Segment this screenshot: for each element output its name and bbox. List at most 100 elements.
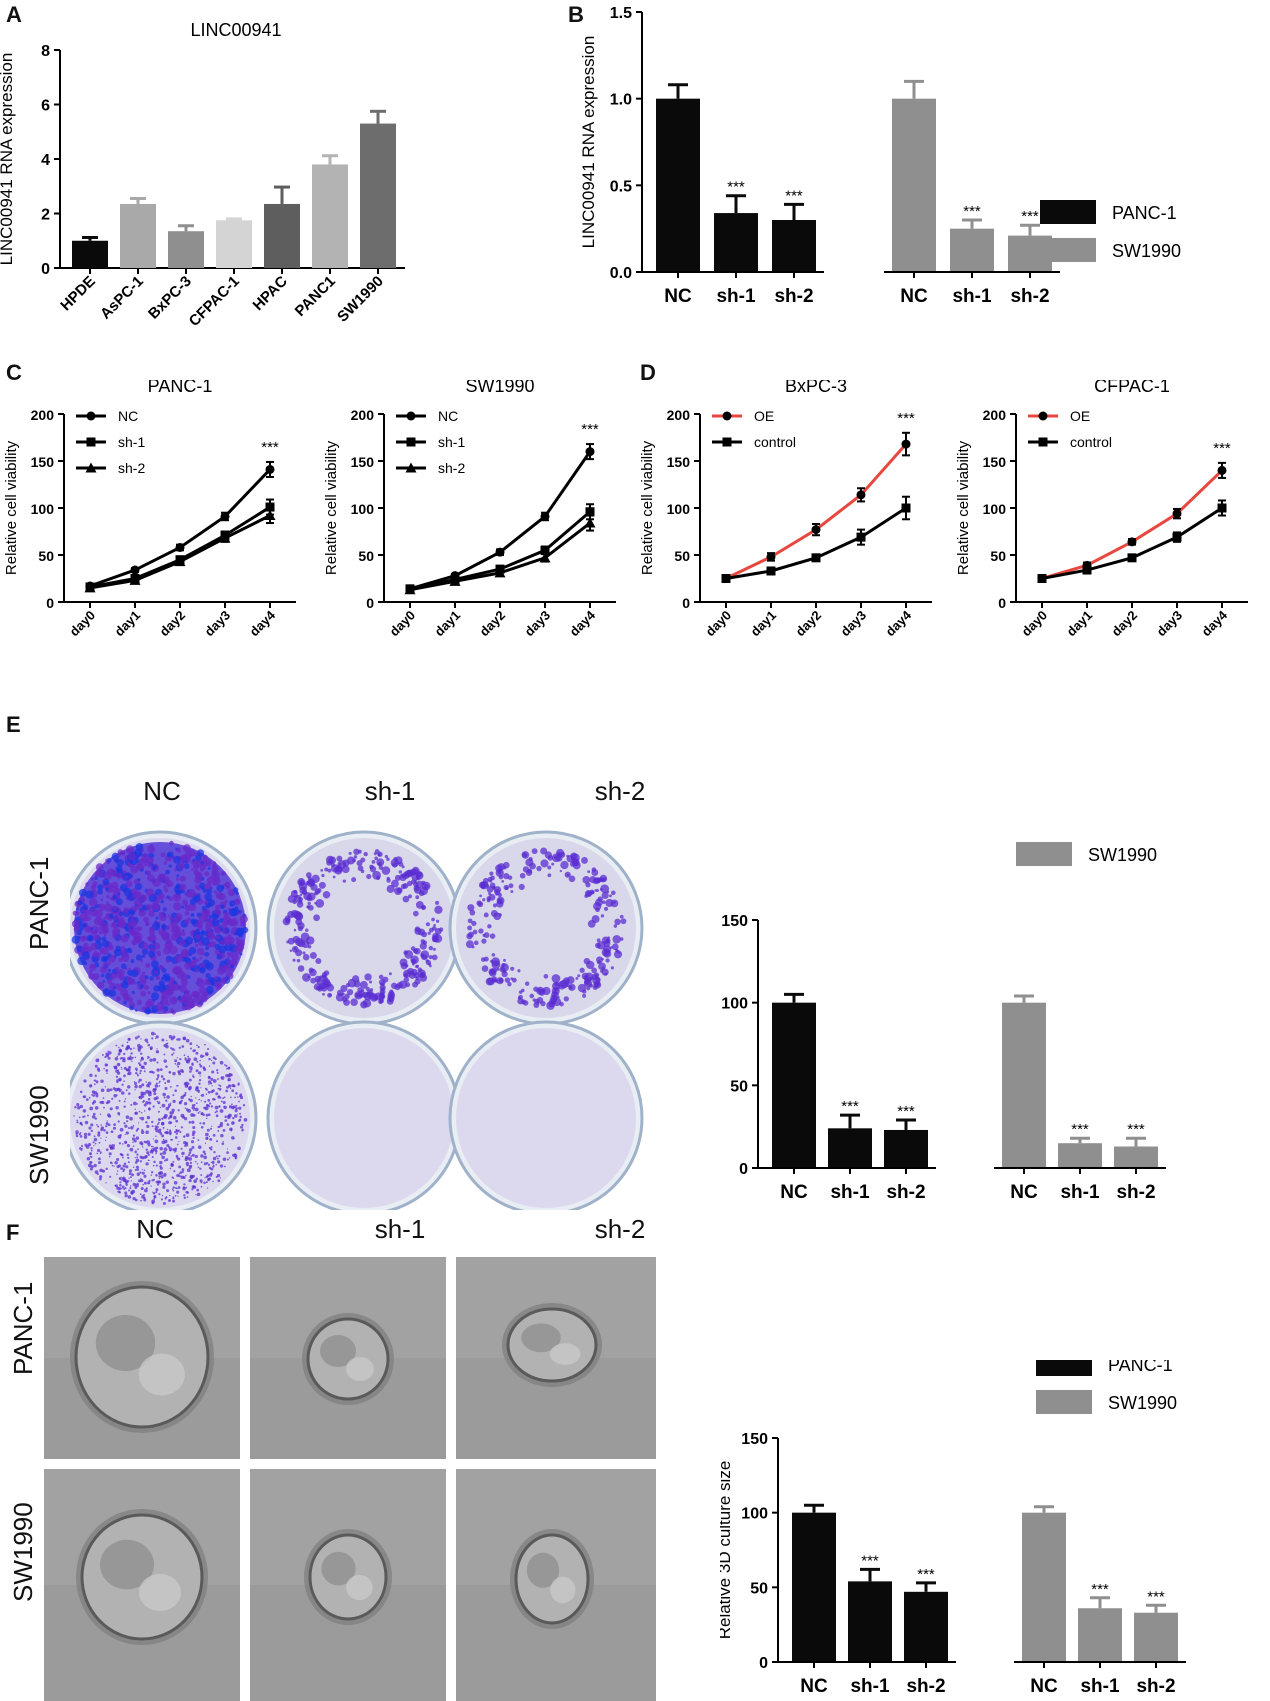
colony (583, 978, 591, 986)
colony (220, 1133, 224, 1138)
colony (179, 973, 188, 982)
colony (183, 863, 190, 869)
colony (421, 881, 431, 891)
colony (207, 899, 216, 907)
colony (100, 1124, 103, 1126)
colony (117, 1112, 121, 1116)
colony (219, 1060, 224, 1065)
colony (227, 1066, 231, 1070)
colony (234, 1109, 238, 1113)
colony (415, 895, 420, 900)
colony (172, 1189, 175, 1192)
colony (375, 875, 381, 880)
colony (128, 1189, 131, 1192)
colony (233, 1153, 238, 1158)
colony (141, 853, 149, 861)
colony (498, 977, 504, 983)
colony (220, 904, 225, 910)
colony (173, 1052, 175, 1054)
colony (120, 1179, 123, 1181)
panel-e-col-nc: NC (143, 776, 181, 806)
colony (195, 1102, 198, 1105)
colony (94, 1074, 97, 1078)
colony (498, 913, 502, 917)
colony (192, 1174, 196, 1178)
colony (87, 1114, 89, 1117)
colony (334, 866, 343, 875)
colony (137, 1074, 139, 1077)
colony (218, 945, 227, 954)
colony (134, 1157, 136, 1159)
y-tick-label: 0 (998, 595, 1006, 611)
colony (150, 1145, 153, 1148)
colony (208, 1057, 211, 1061)
bar (120, 203, 156, 268)
x-tick-label: day1 (112, 608, 144, 640)
colony (215, 1163, 217, 1166)
colony (214, 1105, 219, 1110)
colony (132, 1125, 135, 1127)
colony (130, 1192, 134, 1195)
colony (111, 1164, 114, 1167)
colony (90, 1129, 94, 1133)
colony (130, 926, 134, 930)
colony (167, 1146, 171, 1149)
colony (217, 1179, 221, 1183)
colony (165, 1106, 170, 1111)
colony (105, 1069, 109, 1072)
colony (185, 1081, 189, 1086)
colony (198, 914, 207, 923)
colony (222, 1100, 226, 1105)
colony (198, 1082, 201, 1085)
colony (433, 923, 436, 927)
colony (517, 997, 524, 1005)
colony (211, 876, 221, 886)
colony (185, 1190, 189, 1194)
colony (207, 1113, 211, 1117)
colony (163, 1009, 167, 1014)
colony (403, 977, 410, 983)
x-tick-label: day0 (387, 608, 419, 640)
colony (403, 972, 409, 978)
colony (536, 865, 542, 872)
data-point (495, 547, 505, 557)
colony (394, 887, 402, 896)
colony (140, 1038, 142, 1040)
colony (128, 1169, 133, 1173)
y-tick-label: 6 (41, 98, 50, 115)
colony (118, 911, 124, 917)
colony (84, 1143, 88, 1147)
colony (188, 1151, 192, 1154)
colony (82, 1109, 87, 1113)
colony (164, 1086, 168, 1090)
colony (180, 1095, 184, 1100)
colony (480, 882, 486, 888)
colony (191, 1153, 195, 1157)
colony (155, 1190, 158, 1194)
colony (189, 1042, 193, 1046)
y-tick-label: 4 (41, 152, 50, 169)
colony (190, 1140, 195, 1144)
colony (602, 877, 607, 882)
colony (82, 903, 86, 907)
colony (179, 997, 186, 1004)
colony (234, 906, 239, 910)
colony (491, 957, 500, 967)
y-tick-label: 100 (721, 996, 748, 1013)
colony (174, 1149, 177, 1153)
colony (206, 888, 213, 895)
colony (480, 957, 486, 962)
bar (1058, 1143, 1102, 1168)
colony (419, 973, 428, 982)
colony (120, 963, 127, 970)
colony (127, 1056, 131, 1061)
colony (139, 1078, 142, 1082)
colony (214, 1111, 217, 1114)
colony (485, 977, 494, 986)
colony (322, 992, 325, 996)
colony (151, 1179, 154, 1182)
colony (122, 1164, 126, 1168)
x-tick-label: sh-1 (850, 1676, 890, 1697)
colony (199, 1179, 203, 1183)
colony (487, 924, 492, 929)
